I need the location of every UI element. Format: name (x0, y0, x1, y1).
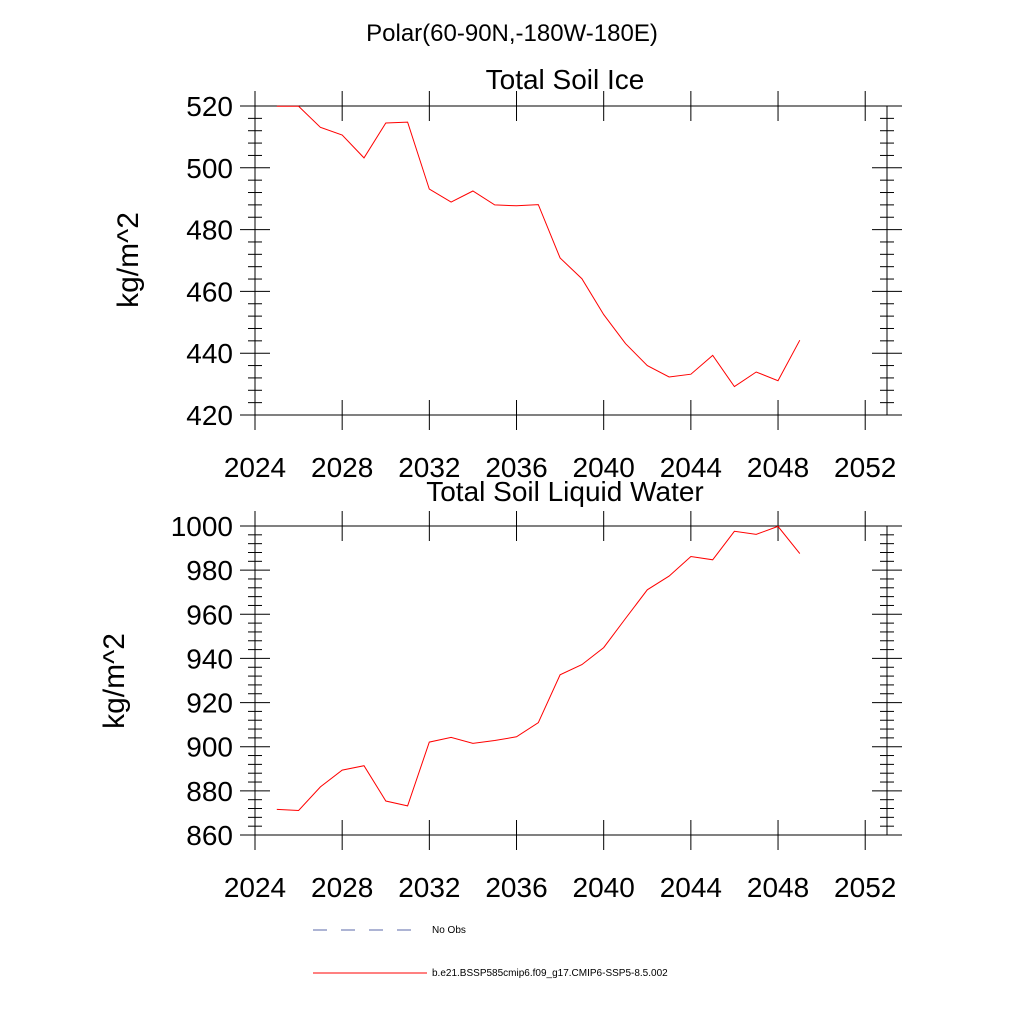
x-tick-labels: 2024 2028 2032 2036 2040 2044 2048 2052 (224, 872, 897, 903)
axis-ticks (240, 511, 902, 850)
legend-model-label: b.e21.BSSP585cmip6.f09_g17.CMIP6-SSP5-8.… (432, 968, 668, 979)
x-tick-label: 2040 (573, 452, 635, 483)
legend: No Obs b.e21.BSSP585cmip6.f09_g17.CMIP6-… (313, 925, 668, 979)
chart-total-soil-liquid-water: Total Soil Liquid Water kg/m^2 860 880 900… (98, 476, 902, 903)
y-tick-label: 420 (186, 400, 233, 431)
x-tick-label: 2052 (834, 452, 896, 483)
series-line (276, 105, 801, 388)
x-tick-label: 2044 (660, 452, 722, 483)
y-tick-label: 900 (186, 732, 233, 763)
axis-ticks (240, 91, 902, 430)
y-axis-label: kg/m^2 (112, 212, 145, 308)
x-tick-label: 2048 (747, 452, 809, 483)
x-tick-label: 2036 (485, 452, 547, 483)
y-tick-labels: 860 880 900 920 940 960 980 1000 (171, 511, 233, 851)
y-tick-label: 880 (186, 776, 233, 807)
y-axis-label: kg/m^2 (98, 633, 131, 729)
x-tick-label: 2028 (311, 452, 373, 483)
x-tick-label: 2048 (747, 872, 809, 903)
y-tick-label: 1000 (171, 511, 233, 542)
x-tick-label: 2036 (485, 872, 547, 903)
x-tick-label: 2052 (834, 872, 896, 903)
y-tick-label: 960 (186, 599, 233, 630)
y-tick-label: 980 (186, 555, 233, 586)
y-tick-label: 520 (186, 91, 233, 122)
page-title: Polar(60-90N,-180W-180E) (366, 20, 658, 47)
x-tick-label: 2040 (573, 872, 635, 903)
y-tick-label: 500 (186, 153, 233, 184)
y-tick-label: 940 (186, 643, 233, 674)
chart-title: Total Soil Ice (486, 64, 645, 95)
y-tick-label: 480 (186, 215, 233, 246)
y-tick-label: 440 (186, 338, 233, 369)
x-tick-labels: 2024 2028 2032 2036 2040 2044 2048 2052 (224, 452, 897, 483)
y-tick-labels: 420 440 460 480 500 520 (186, 91, 233, 431)
y-tick-label: 460 (186, 276, 233, 307)
y-tick-label: 920 (186, 688, 233, 719)
chart-total-soil-ice: Total Soil Ice kg/m^2 420 440 460 480 500 520… (112, 64, 902, 483)
y-tick-label: 860 (186, 820, 233, 851)
series-line (276, 525, 801, 812)
legend-obs-label: No Obs (432, 925, 466, 936)
x-tick-label: 2024 (224, 872, 286, 903)
x-tick-label: 2032 (398, 452, 460, 483)
plot-frame (254, 105, 888, 416)
x-tick-label: 2024 (224, 452, 286, 483)
chart-title: Total Soil Liquid Water (426, 476, 704, 507)
x-tick-label: 2028 (311, 872, 373, 903)
x-tick-label: 2032 (398, 872, 460, 903)
series-lines (276, 525, 801, 812)
plot-frame (254, 525, 888, 836)
x-tick-label: 2044 (660, 872, 722, 903)
series-lines (276, 105, 801, 388)
